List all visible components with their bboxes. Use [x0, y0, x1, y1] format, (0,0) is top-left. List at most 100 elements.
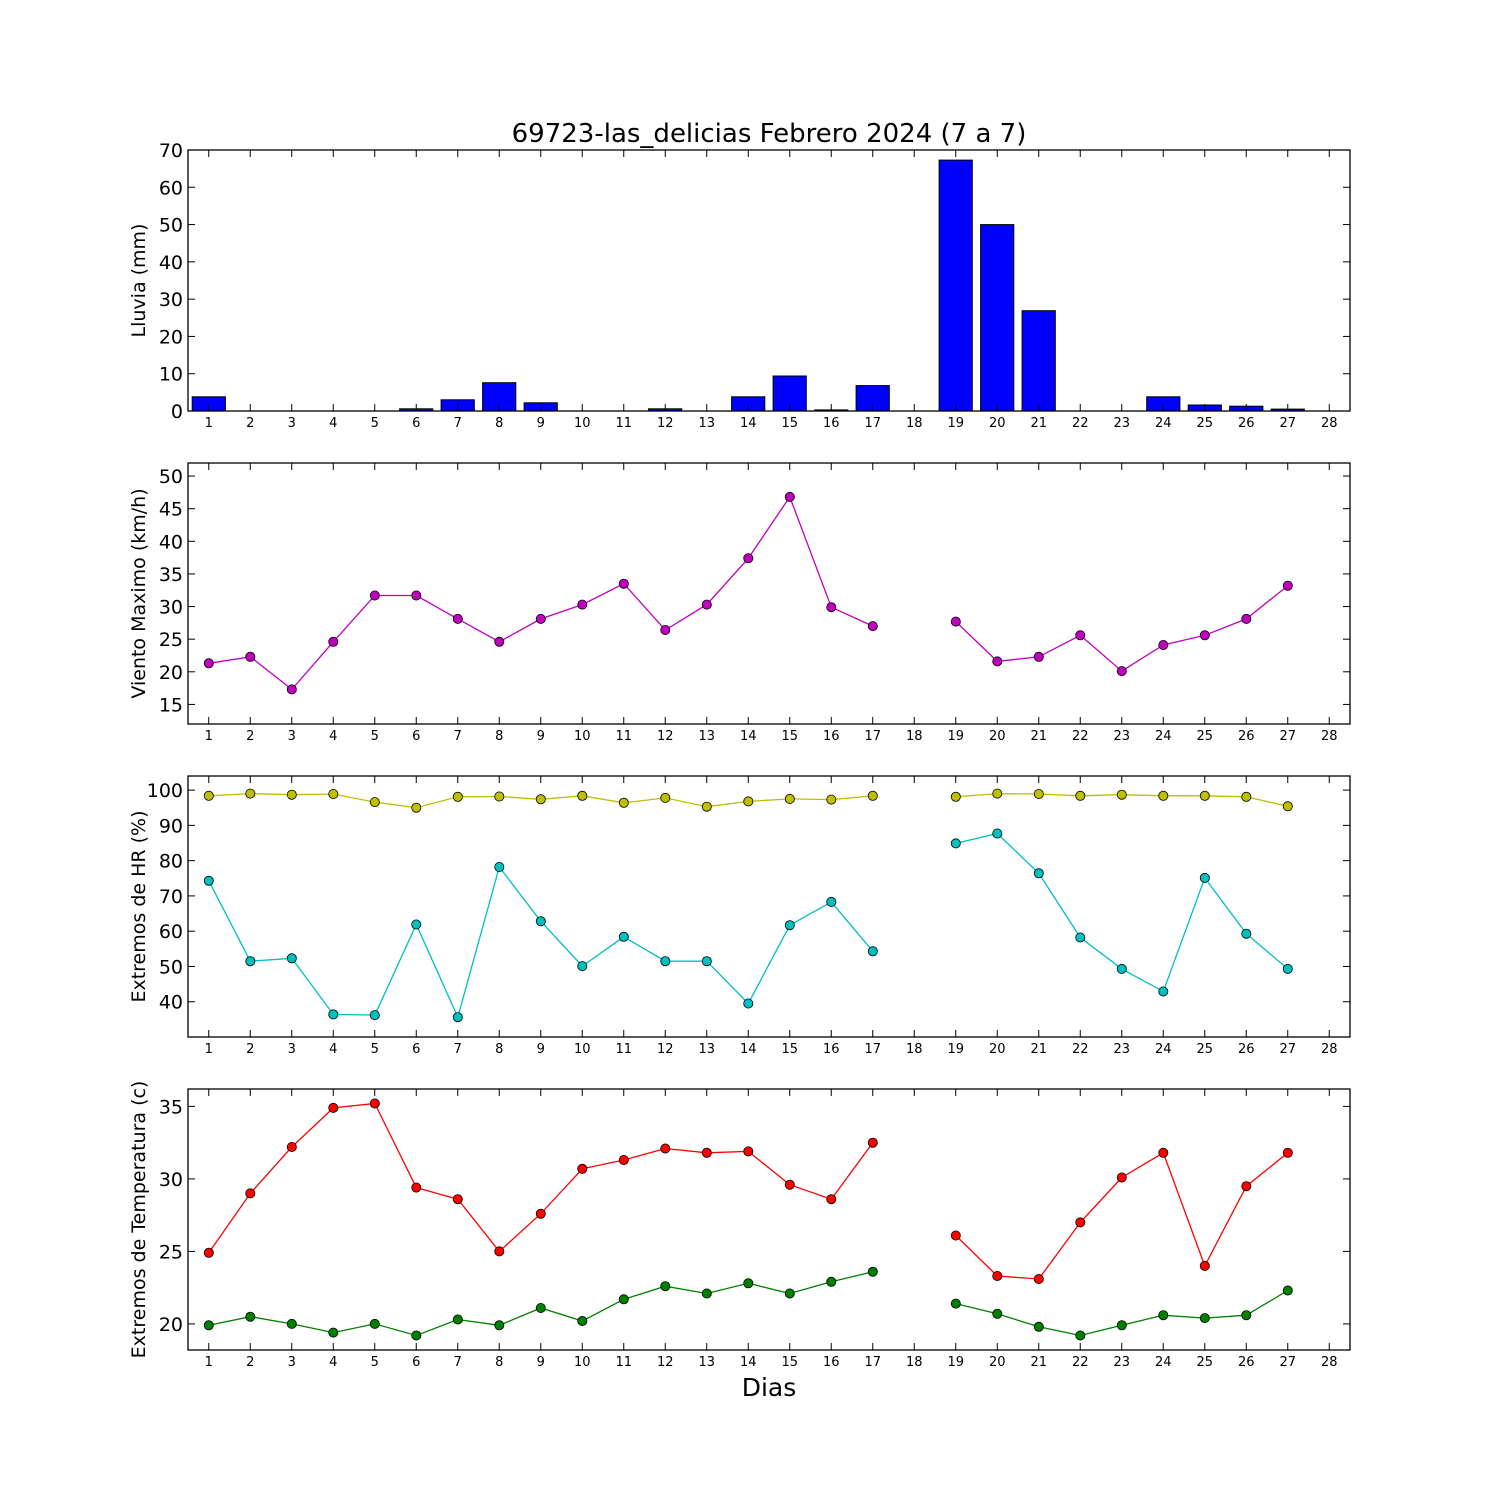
x-tick-label: 27 — [1279, 1042, 1296, 1057]
x-tick-label: 4 — [329, 1042, 337, 1057]
t_min-point-day-16 — [826, 1276, 837, 1287]
hr_max-point-day-15 — [784, 793, 795, 804]
t_max-point-day-4 — [328, 1102, 339, 1113]
hr_max-point-day-25 — [1199, 790, 1210, 801]
x-tick-label: 12 — [657, 1355, 674, 1370]
wind-point-day-26 — [1241, 613, 1252, 624]
t_max-point-day-9 — [535, 1208, 546, 1219]
wind-point-day-10 — [577, 599, 588, 610]
y-tick-label: 25 — [159, 1241, 183, 1263]
x-tick-label: 4 — [329, 729, 337, 744]
bar-day-20 — [980, 224, 1015, 412]
hr_max-point-day-21 — [1033, 789, 1044, 800]
x-tick-label: 11 — [615, 1042, 632, 1057]
x-tick-label: 16 — [823, 729, 840, 744]
plot-frame — [187, 1088, 1351, 1351]
x-tick-label: 5 — [371, 729, 379, 744]
x-tick-label: 3 — [288, 1042, 296, 1057]
t_max-point-day-12 — [660, 1143, 671, 1154]
x-tick-label: 26 — [1238, 1042, 1255, 1057]
y-axis-label: Lluvia (mm) — [128, 224, 150, 338]
x-tick-label: 23 — [1113, 1355, 1130, 1370]
x-tick-label: 24 — [1155, 1042, 1172, 1057]
hr_max-point-day-16 — [826, 794, 837, 805]
x-tick-label: 26 — [1238, 1355, 1255, 1370]
t_min-point-day-4 — [328, 1327, 339, 1338]
hr_min-point-day-4 — [328, 1009, 339, 1020]
x-tick-label: 11 — [615, 1355, 632, 1370]
t_min-point-day-23 — [1116, 1320, 1127, 1331]
hr_max-point-day-20 — [992, 788, 1003, 799]
x-tick-label: 2 — [246, 416, 254, 431]
x-tick-label: 7 — [454, 729, 462, 744]
x-tick-label: 19 — [947, 1042, 964, 1057]
x-tick-label: 19 — [947, 729, 964, 744]
wind-point-day-1 — [203, 658, 214, 669]
x-tick-label: 25 — [1196, 1355, 1213, 1370]
hr_min-point-day-12 — [660, 956, 671, 967]
t_min-point-day-13 — [701, 1288, 712, 1299]
x-tick-label: 28 — [1321, 729, 1338, 744]
hr_min-point-day-8 — [494, 862, 505, 873]
bar-day-19 — [938, 159, 973, 412]
x-tick-label: 1 — [205, 729, 213, 744]
x-tick-label: 20 — [989, 1355, 1006, 1370]
x-tick-label: 24 — [1155, 416, 1172, 431]
x-tick-label: 9 — [537, 416, 545, 431]
x-tick-label: 25 — [1196, 416, 1213, 431]
hr_min-point-day-21 — [1033, 868, 1044, 879]
x-tick-label: 21 — [1030, 729, 1047, 744]
t_min-point-day-17 — [867, 1266, 878, 1277]
y-tick-label: 60 — [159, 177, 183, 199]
hr_min-point-day-23 — [1116, 963, 1127, 974]
x-tick-label: 6 — [412, 1355, 420, 1370]
x-tick-label: 18 — [906, 729, 923, 744]
t_min-point-day-19 — [950, 1298, 961, 1309]
chart-title: 69723-las_delicias Febrero 2024 (7 a 7) — [512, 119, 1027, 149]
x-tick-label: 23 — [1113, 416, 1130, 431]
y-tick-label: 60 — [159, 921, 183, 943]
x-tick-label: 1 — [205, 1042, 213, 1057]
t_min-point-day-3 — [286, 1318, 297, 1329]
x-tick-label: 10 — [574, 1042, 591, 1057]
x-tick-label: 11 — [615, 416, 632, 431]
hr_max-point-day-22 — [1075, 790, 1086, 801]
wind-point-day-15 — [784, 491, 795, 502]
t_max-point-day-19 — [950, 1230, 961, 1241]
t_max-point-day-7 — [452, 1194, 463, 1205]
hr_min-point-day-17 — [867, 946, 878, 957]
x-tick-label: 10 — [574, 416, 591, 431]
t_min-point-day-27 — [1282, 1285, 1293, 1296]
t_max-point-day-11 — [618, 1155, 629, 1166]
hr_max-point-day-2 — [245, 788, 256, 799]
t_min-point-day-20 — [992, 1308, 1003, 1319]
x-tick-label: 19 — [947, 1355, 964, 1370]
x-tick-label: 5 — [371, 1355, 379, 1370]
hr_max-point-day-13 — [701, 801, 712, 812]
wind-point-day-17 — [867, 621, 878, 632]
x-tick-label: 28 — [1321, 416, 1338, 431]
x-tick-label: 10 — [574, 729, 591, 744]
x-tick-label: 20 — [989, 1042, 1006, 1057]
x-tick-label: 20 — [989, 416, 1006, 431]
x-tick-label: 6 — [412, 416, 420, 431]
x-tick-label: 23 — [1113, 1042, 1130, 1057]
x-axis-label: Dias — [742, 1373, 797, 1402]
hr_max-point-day-14 — [743, 796, 754, 807]
x-tick-label: 2 — [246, 1042, 254, 1057]
y-tick-label: 10 — [159, 364, 183, 386]
x-tick-label: 8 — [495, 729, 503, 744]
x-tick-label: 23 — [1113, 729, 1130, 744]
t_min-point-day-10 — [577, 1316, 588, 1327]
x-tick-label: 5 — [371, 1042, 379, 1057]
x-tick-label: 17 — [864, 416, 881, 431]
y-tick-label: 50 — [159, 956, 183, 978]
t_min-point-day-24 — [1158, 1310, 1169, 1321]
t_max-point-day-17 — [867, 1137, 878, 1148]
t_min-point-day-15 — [784, 1288, 795, 1299]
hr_min-point-day-13 — [701, 956, 712, 967]
hr_min-point-day-20 — [992, 828, 1003, 839]
